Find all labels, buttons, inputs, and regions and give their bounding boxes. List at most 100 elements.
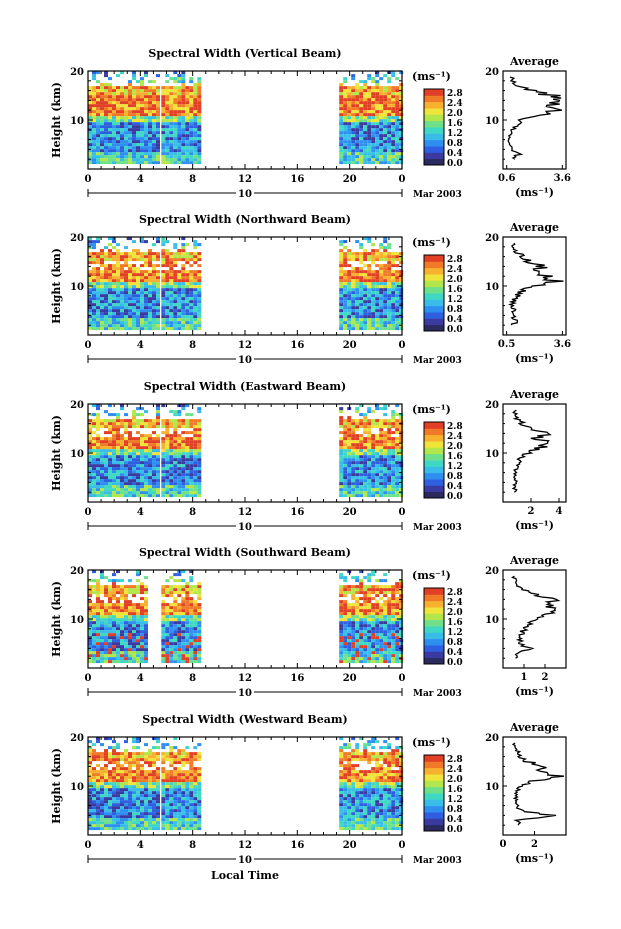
heatmap-cell — [148, 80, 152, 84]
heatmap-cell — [100, 657, 104, 661]
heatmap-cell — [124, 461, 128, 465]
heatmap-cell — [391, 425, 396, 429]
heatmap-cell — [387, 80, 392, 84]
heatmap-cell — [351, 149, 356, 153]
heatmap-cell — [173, 98, 178, 102]
heatmap-cell — [379, 161, 384, 165]
heatmap-cell — [181, 285, 186, 289]
heatmap-cell — [395, 470, 400, 474]
heatmap-cell — [371, 491, 376, 495]
heatmap-cell — [351, 494, 356, 498]
heatmap-cell — [165, 303, 170, 307]
heatmap-cell — [161, 591, 166, 595]
heatmap-cell — [152, 470, 156, 474]
heatmap-cell — [104, 612, 108, 616]
heatmap-cell — [339, 261, 344, 265]
heatmap-cell — [92, 101, 96, 105]
heatmap-cell — [391, 146, 396, 150]
heatmap-cell — [347, 591, 352, 595]
heatmap-cell — [148, 131, 152, 135]
heatmap-cell — [104, 324, 108, 328]
heatmap-cell — [96, 494, 100, 498]
heatmap-cell — [197, 425, 202, 429]
heatmap-cell — [387, 422, 392, 426]
heatmap-cell — [152, 158, 156, 162]
heatmap-cell — [197, 485, 202, 489]
heatmap-cell — [152, 464, 156, 468]
heatmap-cell — [181, 458, 186, 462]
heatmap-cell — [116, 585, 120, 589]
heatmap-cell — [399, 425, 404, 429]
heatmap-cell — [128, 461, 132, 465]
heatmap-cell — [375, 425, 380, 429]
heatmap-cell — [156, 327, 160, 331]
heatmap-cell — [112, 276, 116, 280]
heatmap-cell — [395, 600, 400, 604]
heatmap-cell — [347, 143, 352, 147]
heatmap-cell — [140, 255, 144, 259]
heatmap-cell — [144, 303, 148, 307]
heatmap-cell — [124, 270, 128, 274]
heatmap-cell — [161, 327, 166, 331]
heatmap-cell — [375, 155, 380, 159]
heatmap-cell — [124, 458, 128, 462]
heatmap-cell — [104, 491, 108, 495]
heatmap-cell — [367, 140, 372, 144]
heatmap-cell — [359, 113, 364, 117]
heatmap-cell — [104, 98, 108, 102]
heatmap-cell — [124, 294, 128, 298]
heatmap-cell — [88, 146, 92, 150]
heatmap-cell — [339, 83, 344, 87]
heatmap-cell — [156, 303, 160, 307]
heatmap-cell — [140, 315, 144, 319]
avg-profile-line — [507, 76, 563, 160]
heatmap-cell — [379, 636, 384, 640]
heatmap-cell — [181, 267, 186, 271]
heatmap-cell — [193, 303, 198, 307]
heatmap-cell — [351, 89, 356, 93]
heatmap-cell — [193, 482, 198, 486]
heatmap-cell — [185, 600, 190, 604]
heatmap-cell — [128, 446, 132, 450]
heatmap-cell — [96, 143, 100, 147]
heatmap-cell — [148, 306, 152, 310]
heatmap-cell — [173, 264, 178, 268]
heatmap-cell — [169, 131, 174, 135]
heatmap-cell — [100, 140, 104, 144]
heatmap-cell — [375, 312, 380, 316]
heatmap-cell — [120, 455, 124, 459]
heatmap-cell — [189, 576, 194, 580]
heatmap-cell — [120, 639, 124, 643]
heatmap-cell — [136, 119, 140, 123]
heatmap-cell — [363, 327, 368, 331]
heatmap-cell — [197, 482, 202, 486]
heatmap-cell — [379, 591, 384, 595]
heatmap-cell — [177, 488, 182, 492]
heatmap-cell — [189, 294, 194, 298]
heatmap-cell — [144, 588, 148, 592]
heatmap-cell — [181, 494, 186, 498]
heatmap-cell — [112, 588, 116, 592]
colorbar-swatch — [424, 261, 444, 269]
heatmap-cell — [100, 321, 104, 325]
heatmap-cell — [96, 258, 100, 262]
heatmap-cell — [112, 579, 116, 583]
x-tick-label: 12 — [238, 174, 252, 185]
heatmap-cell — [181, 657, 186, 661]
heatmap-cell — [387, 591, 392, 595]
heatmap-cell — [375, 80, 380, 84]
heatmap-cell — [395, 473, 400, 477]
heatmap-cell — [351, 485, 356, 489]
heatmap-cell — [347, 642, 352, 646]
heatmap-cell — [152, 122, 156, 126]
heatmap-cell — [120, 591, 124, 595]
heatmap-cell — [165, 434, 170, 438]
heatmap-cell — [197, 294, 202, 298]
heatmap-cell — [152, 327, 156, 331]
heatmap-cell — [173, 461, 178, 465]
heatmap-cell — [383, 494, 388, 498]
heatmap-cell — [343, 279, 348, 283]
heatmap-cell — [104, 270, 108, 274]
heatmap-cell — [96, 437, 100, 441]
heatmap-cell — [181, 618, 186, 622]
